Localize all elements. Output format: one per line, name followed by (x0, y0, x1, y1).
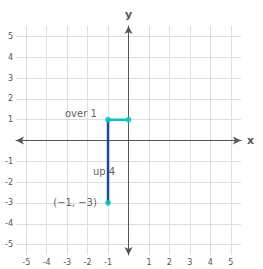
svg-text:x: x (247, 134, 254, 147)
svg-text:-3: -3 (5, 198, 13, 207)
svg-text:5: 5 (228, 258, 233, 267)
svg-text:4: 4 (8, 53, 13, 62)
svg-text:-5: -5 (5, 240, 13, 249)
svg-text:y: y (125, 8, 132, 21)
svg-text:1: 1 (146, 258, 151, 267)
svg-text:up 4: up 4 (93, 166, 115, 177)
svg-text:-4: -4 (5, 219, 13, 228)
svg-text:-5: -5 (22, 258, 30, 267)
svg-text:-3: -3 (63, 258, 71, 267)
svg-text:2: 2 (8, 94, 13, 103)
svg-text:1: 1 (8, 115, 13, 124)
svg-text:-2: -2 (5, 178, 13, 187)
svg-text:-1: -1 (104, 258, 112, 267)
svg-text:-4: -4 (43, 258, 51, 267)
svg-text:3: 3 (8, 74, 13, 83)
svg-text:2: 2 (167, 258, 172, 267)
svg-text:4: 4 (208, 258, 213, 267)
svg-text:5: 5 (8, 32, 13, 41)
svg-text:-1: -1 (5, 157, 13, 166)
svg-text:over 1: over 1 (65, 108, 97, 119)
svg-text:(−1, −3): (−1, −3) (53, 197, 97, 208)
svg-text:-2: -2 (84, 258, 92, 267)
svg-text:3: 3 (187, 258, 192, 267)
